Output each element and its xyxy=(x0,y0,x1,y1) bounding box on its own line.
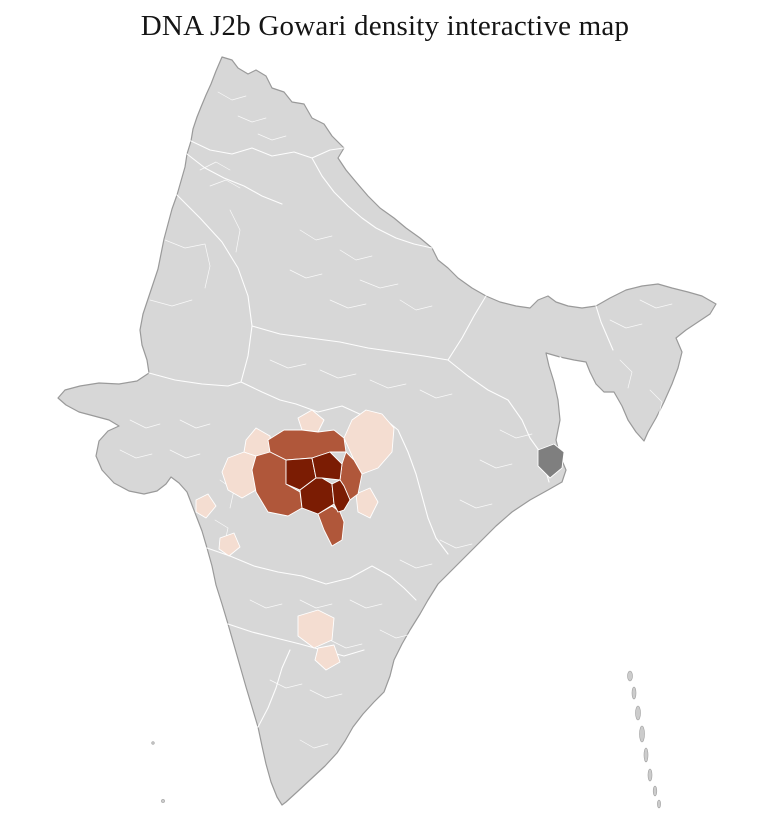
district-low[interactable] xyxy=(297,609,335,649)
district-low[interactable] xyxy=(314,644,341,671)
district-medium[interactable] xyxy=(317,505,345,547)
state-borders xyxy=(148,140,614,728)
district-low[interactable] xyxy=(218,532,241,557)
island[interactable] xyxy=(647,768,653,782)
page-title: DNA J2b Gowari density interactive map xyxy=(140,10,630,42)
island[interactable] xyxy=(627,670,633,682)
island[interactable] xyxy=(631,686,637,700)
district-low[interactable] xyxy=(297,409,325,433)
district-neutral-dark[interactable] xyxy=(537,443,565,479)
density-high-districts xyxy=(285,451,351,515)
island[interactable] xyxy=(643,747,649,763)
district-low[interactable] xyxy=(195,493,217,519)
island[interactable] xyxy=(639,725,645,743)
island[interactable] xyxy=(151,741,155,745)
island[interactable] xyxy=(161,799,165,803)
island[interactable] xyxy=(652,785,658,797)
island-chain xyxy=(151,670,661,809)
island[interactable] xyxy=(657,799,661,809)
district-low[interactable] xyxy=(355,487,379,519)
district-high[interactable] xyxy=(331,479,351,513)
island[interactable] xyxy=(635,705,641,721)
